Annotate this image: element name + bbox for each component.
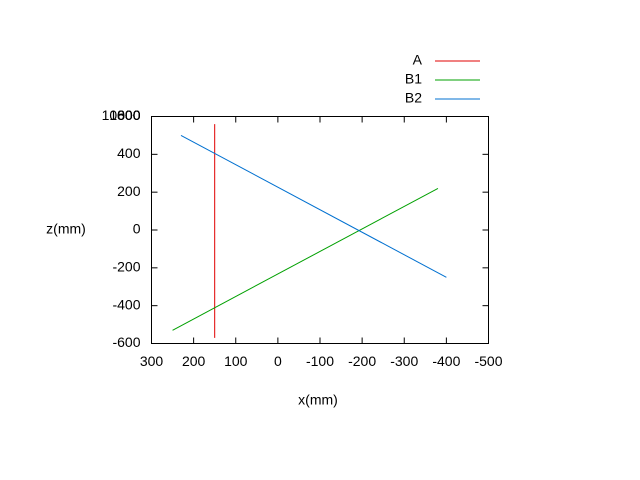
y-tick-label: -600 (112, 334, 140, 350)
x-tick-label: -500 (474, 353, 502, 369)
y-tick-label: 400 (117, 145, 141, 161)
x-tick-label: 300 (140, 353, 164, 369)
legend-label: B2 (405, 90, 422, 106)
series-line (172, 187, 439, 331)
y-tick-label: 10000 (102, 107, 141, 123)
y-tick-label: 600 (117, 107, 141, 123)
x-tick-label: -300 (390, 353, 418, 369)
y-tick-label: 200 (117, 183, 141, 199)
y-tick-label: 1000 (109, 107, 140, 123)
plot-border (151, 116, 489, 344)
x-tick-label: -100 (306, 353, 334, 369)
x-tick-label: 100 (224, 353, 248, 369)
y-axis-label: z(mm) (46, 221, 86, 237)
legend-label: A (413, 52, 423, 68)
series-line (180, 134, 447, 278)
y-tick-label: 0 (133, 221, 141, 237)
x-tick-label: 200 (182, 353, 206, 369)
x-tick-label: -400 (432, 353, 460, 369)
y-tick-label: -200 (112, 259, 140, 275)
x-tick-label: -200 (348, 353, 376, 369)
x-axis-label: x(mm) (298, 392, 338, 408)
x-tick-label: 0 (274, 353, 282, 369)
legend-label: B1 (405, 71, 422, 87)
y-tick-label: -400 (112, 296, 140, 312)
y-tick-label: 800 (117, 107, 141, 123)
